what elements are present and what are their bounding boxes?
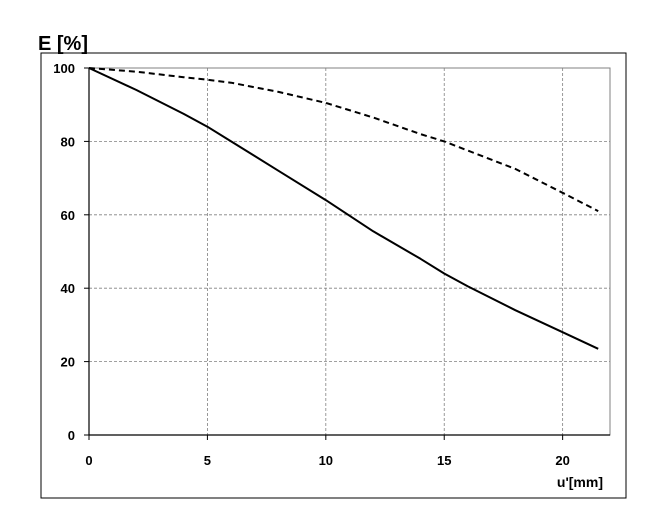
x-tick-label: 20 (555, 453, 569, 468)
x-tick-label: 5 (204, 453, 211, 468)
y-tick-label: 40 (61, 281, 75, 296)
tick-marks (84, 67, 564, 440)
chart-frame (40, 52, 627, 499)
gridlines (89, 68, 610, 435)
x-tick-label: 10 (319, 453, 333, 468)
series-line-2-dashed (88, 67, 599, 212)
x-axis-title: u'[mm] (557, 474, 603, 490)
y-axis-title: E [%] (38, 33, 88, 55)
tick-labels: 0 5 10 15 20 0 20 40 60 80 100 (53, 61, 570, 468)
x-tick-label: 15 (437, 453, 451, 468)
y-tick-label: 100 (53, 61, 75, 76)
plot-area-border (88, 67, 611, 436)
y-tick-label: 20 (61, 355, 75, 370)
x-tick-label: 0 (85, 453, 92, 468)
axes (88, 68, 610, 436)
y-tick-label: 80 (61, 134, 75, 149)
series-line-1-solid (88, 67, 599, 350)
y-tick-label: 0 (68, 428, 75, 443)
series-lines (88, 67, 599, 350)
y-tick-label: 60 (61, 208, 75, 223)
